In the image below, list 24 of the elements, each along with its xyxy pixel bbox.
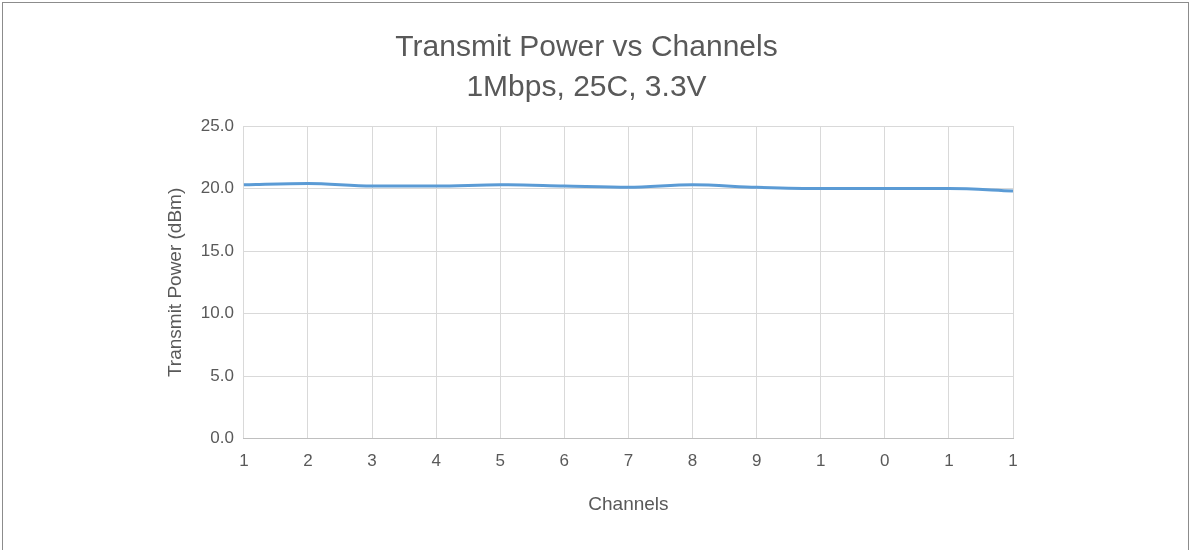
y-tick-label: 20.0 xyxy=(200,178,234,198)
y-tick-label: 15.0 xyxy=(200,240,234,260)
chart-subtitle: 1Mbps, 25C, 3.3V xyxy=(466,69,707,103)
x-tick-label: 1 xyxy=(1008,450,1018,470)
x-tick-label: 1 xyxy=(239,450,249,470)
x-tick-label: 3 xyxy=(367,450,377,470)
y-tick-label: 25.0 xyxy=(200,115,234,135)
x-tick-label: 1 xyxy=(815,450,826,470)
x-tick-label: 9 xyxy=(751,450,762,470)
y-tick-label: 5.0 xyxy=(210,365,234,385)
x-tick-label: 7 xyxy=(623,450,634,470)
x-tick-label: 8 xyxy=(687,450,698,470)
line-series xyxy=(242,182,1015,193)
x-tick-label: 0 xyxy=(880,450,890,470)
x-tick-label: 6 xyxy=(559,450,570,470)
chart-title: Transmit Power vs Channels xyxy=(395,29,778,63)
x-tick-label: 5 xyxy=(495,450,505,470)
x-tick-label: 4 xyxy=(431,450,441,470)
x-tick-label: 1 xyxy=(944,450,954,470)
y-axis-title: Transmit Power (dBm) xyxy=(163,187,185,378)
y-tick-label: 0.0 xyxy=(210,428,234,448)
x-tick-label: 2 xyxy=(303,450,313,470)
y-tick-label: 10.0 xyxy=(200,303,234,323)
x-axis-title: Channels xyxy=(588,492,669,514)
